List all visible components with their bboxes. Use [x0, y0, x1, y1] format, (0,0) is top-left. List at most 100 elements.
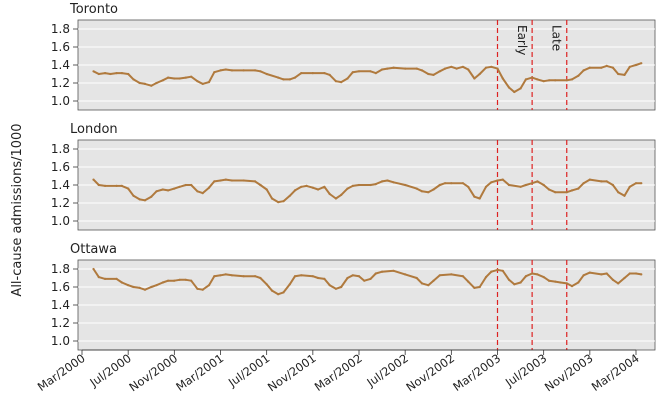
data-point: [369, 70, 372, 73]
data-point: [496, 67, 499, 70]
data-point: [138, 286, 141, 289]
data-point: [531, 272, 534, 275]
data-point: [559, 281, 562, 284]
data-point: [92, 267, 95, 271]
data-point: [640, 182, 643, 185]
data-point: [184, 76, 187, 79]
data-point: [484, 185, 488, 188]
panel-title: London: [70, 122, 118, 137]
y-tick-label: 1.4: [51, 178, 70, 192]
x-tick-label: Mar/2001: [173, 351, 226, 394]
data-point: [104, 277, 107, 280]
x-tick-label: Mar/2000: [35, 351, 88, 394]
data-point: [351, 184, 354, 187]
data-point: [404, 273, 407, 276]
data-point: [381, 270, 384, 273]
data-point: [120, 281, 123, 284]
data-point: [640, 273, 643, 276]
data-point: [600, 273, 603, 276]
data-point: [265, 188, 268, 191]
data-point: [173, 77, 176, 80]
data-point: [293, 76, 297, 79]
data-point: [565, 282, 568, 285]
data-point: [340, 81, 343, 84]
data-point: [427, 284, 430, 287]
data-point: [363, 279, 366, 282]
data-point: [605, 180, 608, 183]
data-point: [346, 77, 349, 80]
data-point: [570, 285, 574, 288]
data-point: [565, 191, 568, 194]
data-point: [386, 179, 389, 182]
y-tick-label: 1.4: [51, 298, 70, 312]
data-point: [120, 184, 123, 187]
data-point: [415, 67, 418, 70]
data-point: [265, 72, 268, 76]
data-point: [150, 195, 153, 198]
data-point: [600, 180, 603, 183]
data-point: [328, 284, 331, 287]
data-point: [536, 180, 539, 183]
data-point: [461, 65, 464, 68]
data-point: [219, 179, 222, 182]
data-point: [524, 78, 528, 81]
data-point: [351, 71, 354, 74]
data-point: [369, 277, 372, 280]
data-point: [190, 183, 193, 187]
data-point: [178, 77, 181, 80]
data-point: [490, 181, 493, 184]
data-point: [357, 183, 361, 187]
data-point: [115, 72, 118, 75]
data-point: [507, 86, 511, 89]
data-point: [346, 187, 349, 190]
data-point: [213, 275, 216, 278]
data-point: [450, 273, 453, 276]
data-point: [473, 77, 476, 80]
data-point: [554, 280, 557, 283]
data-point: [427, 191, 430, 194]
data-point: [277, 76, 280, 79]
y-tick-label: 1.2: [51, 196, 70, 210]
data-point: [427, 72, 430, 76]
y-axis-label: All-cause admissions/1000: [10, 123, 25, 296]
data-point: [254, 180, 257, 183]
data-point: [432, 188, 435, 191]
data-point: [438, 183, 441, 187]
data-point: [201, 82, 204, 85]
data-point: [97, 72, 100, 76]
data-point: [127, 72, 130, 76]
data-point: [143, 199, 147, 202]
data-point: [300, 72, 303, 75]
data-point: [524, 183, 528, 187]
data-point: [507, 278, 511, 281]
data-point: [444, 182, 447, 185]
y-tick-label: 1.8: [51, 22, 70, 36]
data-point: [340, 193, 343, 196]
data-point: [259, 70, 262, 73]
data-point: [115, 184, 118, 187]
data-point: [120, 72, 123, 75]
data-point: [478, 285, 481, 289]
data-point: [496, 179, 499, 182]
x-tick-label: Mar/2003: [450, 351, 503, 394]
data-point: [369, 183, 372, 187]
data-point: [282, 78, 285, 81]
y-tick-label: 1.0: [51, 94, 70, 108]
y-tick-label: 1.2: [51, 76, 70, 90]
data-point: [501, 178, 504, 181]
data-point: [328, 192, 331, 196]
y-tick-label: 1.6: [51, 40, 70, 54]
y-tick-label: 1.0: [51, 334, 70, 348]
data-point: [265, 283, 268, 286]
chart-panels: 1.0 1.2 1.4 1.6 1.8 Toronto Early Late 1.0 1.2 1.4…: [51, 2, 656, 351]
data-point: [536, 273, 539, 276]
y-tick-label: 1.2: [51, 316, 70, 330]
data-point: [311, 275, 314, 278]
data-point: [501, 269, 504, 272]
data-point: [577, 187, 580, 190]
data-point: [438, 70, 441, 73]
data-point: [196, 287, 199, 290]
data-point: [554, 191, 557, 194]
data-point: [132, 194, 135, 197]
data-point: [634, 272, 638, 275]
